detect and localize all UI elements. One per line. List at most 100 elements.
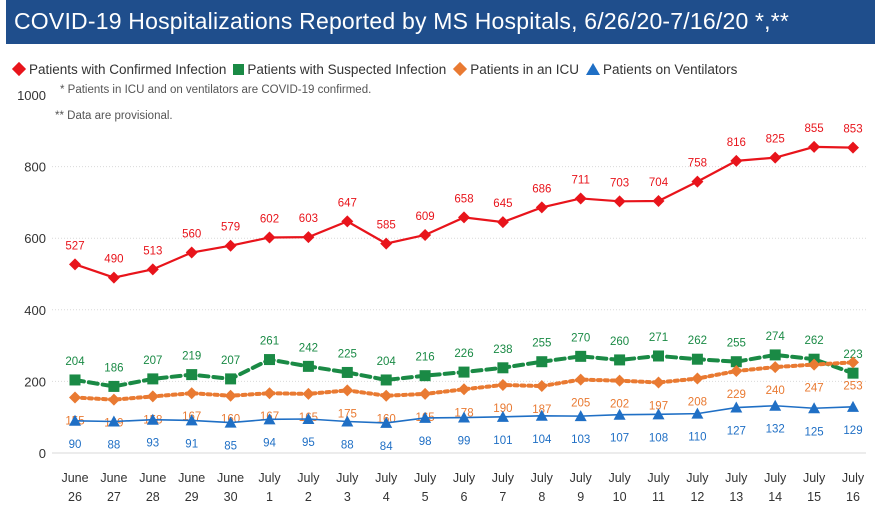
data-point-diamond	[652, 194, 665, 207]
data-label: 513	[143, 245, 162, 257]
data-point-square	[264, 354, 275, 366]
data-point-diamond	[730, 154, 743, 167]
data-point-diamond	[652, 376, 665, 389]
data-point-diamond	[263, 231, 276, 244]
data-point-triangle	[458, 411, 470, 423]
x-tick-label-month: July	[492, 471, 515, 485]
x-tick-label-month: July	[453, 471, 476, 485]
data-label: 108	[649, 432, 668, 444]
data-point-triangle	[769, 399, 782, 411]
data-point-square	[341, 366, 353, 378]
data-label: 84	[380, 441, 393, 453]
x-tick-label-day: 4	[383, 490, 390, 504]
x-tick-label-day: 16	[846, 490, 860, 504]
data-label: 107	[610, 433, 629, 445]
data-point-triangle	[69, 414, 81, 426]
data-point-diamond	[302, 387, 315, 400]
x-tick-label-month: July	[531, 471, 554, 485]
data-point-diamond	[458, 383, 470, 396]
data-label: 253	[843, 380, 862, 392]
data-label: 609	[416, 211, 435, 223]
data-label: 527	[65, 240, 84, 252]
data-label: 686	[532, 183, 551, 195]
data-point-diamond	[535, 201, 548, 214]
x-tick-label-day: 7	[499, 490, 506, 504]
data-label: 758	[688, 158, 707, 170]
x-tick-label-month: July	[258, 471, 281, 485]
data-label: 207	[143, 355, 162, 367]
data-point-diamond	[691, 175, 704, 188]
data-label: 204	[377, 356, 397, 368]
data-label: 93	[146, 438, 159, 450]
x-tick-label-day: 11	[652, 490, 665, 504]
data-point-square	[730, 356, 742, 368]
data-point-diamond	[185, 246, 198, 259]
data-point-diamond	[185, 387, 198, 400]
data-label: 853	[843, 124, 862, 136]
x-tick-label-day: 8	[538, 490, 545, 504]
data-point-square	[691, 353, 703, 365]
x-tick-label-day: 2	[305, 490, 312, 504]
data-point-diamond	[691, 372, 704, 385]
x-tick-label-month: July	[414, 471, 437, 485]
legend-item-icu: Patients in an ICU	[453, 62, 579, 77]
x-tick-label-month: July	[725, 471, 748, 485]
x-tick-label-month: July	[570, 471, 593, 485]
data-point-diamond	[847, 141, 859, 154]
data-label: 226	[454, 348, 473, 360]
data-point-square	[458, 366, 470, 378]
data-label: 490	[104, 254, 123, 266]
data-point-square	[108, 380, 120, 392]
data-point-diamond	[146, 263, 159, 276]
data-point-square	[769, 349, 781, 361]
data-point-triangle	[730, 401, 743, 413]
y-tick-label: 1000	[17, 88, 46, 103]
legend-item-ventilators: Patients on Ventilators	[586, 62, 737, 77]
data-label: 225	[338, 348, 357, 360]
data-label: 90	[69, 439, 82, 451]
data-label: 186	[104, 362, 123, 374]
data-point-diamond	[496, 378, 509, 391]
x-tick-label-month: July	[647, 471, 670, 485]
data-label: 88	[341, 439, 354, 451]
data-point-diamond	[574, 192, 587, 205]
data-point-diamond	[263, 387, 276, 400]
data-point-triangle	[146, 413, 159, 425]
data-label: 125	[805, 426, 824, 438]
data-point-diamond	[808, 140, 821, 153]
data-label: 238	[493, 344, 512, 356]
x-tick-label-day: 6	[461, 490, 468, 504]
data-label: 271	[649, 332, 668, 344]
data-point-triangle	[380, 416, 393, 428]
data-point-diamond	[69, 258, 81, 271]
data-point-diamond	[341, 384, 354, 397]
data-label: 855	[805, 123, 824, 135]
x-tick-label-day: 27	[107, 490, 121, 504]
x-tick-label-day: 13	[729, 490, 743, 504]
data-point-triangle	[535, 409, 548, 421]
legend-label-ventilators: Patients on Ventilators	[603, 61, 738, 77]
data-label: 703	[610, 177, 629, 189]
data-point-diamond	[419, 387, 432, 400]
data-label: 104	[532, 434, 552, 446]
data-label: 579	[221, 222, 240, 234]
data-point-diamond	[224, 239, 237, 252]
data-label: 262	[805, 335, 824, 347]
y-tick-label: 200	[24, 374, 46, 389]
data-label: 103	[571, 434, 590, 446]
data-label: 560	[182, 229, 201, 241]
data-point-square	[380, 374, 392, 386]
x-tick-label-day: 29	[185, 490, 199, 504]
data-label: 261	[260, 336, 279, 348]
data-label: 645	[493, 198, 512, 210]
data-label: 658	[454, 193, 473, 205]
green-square-icon	[233, 63, 245, 75]
x-tick-label-month: June	[61, 471, 88, 485]
x-tick-label-month: July	[336, 471, 359, 485]
data-label: 825	[766, 134, 785, 146]
data-point-square	[225, 373, 237, 385]
data-point-square	[186, 369, 198, 381]
x-tick-label-day: 1	[266, 490, 273, 504]
data-point-diamond	[380, 237, 393, 250]
